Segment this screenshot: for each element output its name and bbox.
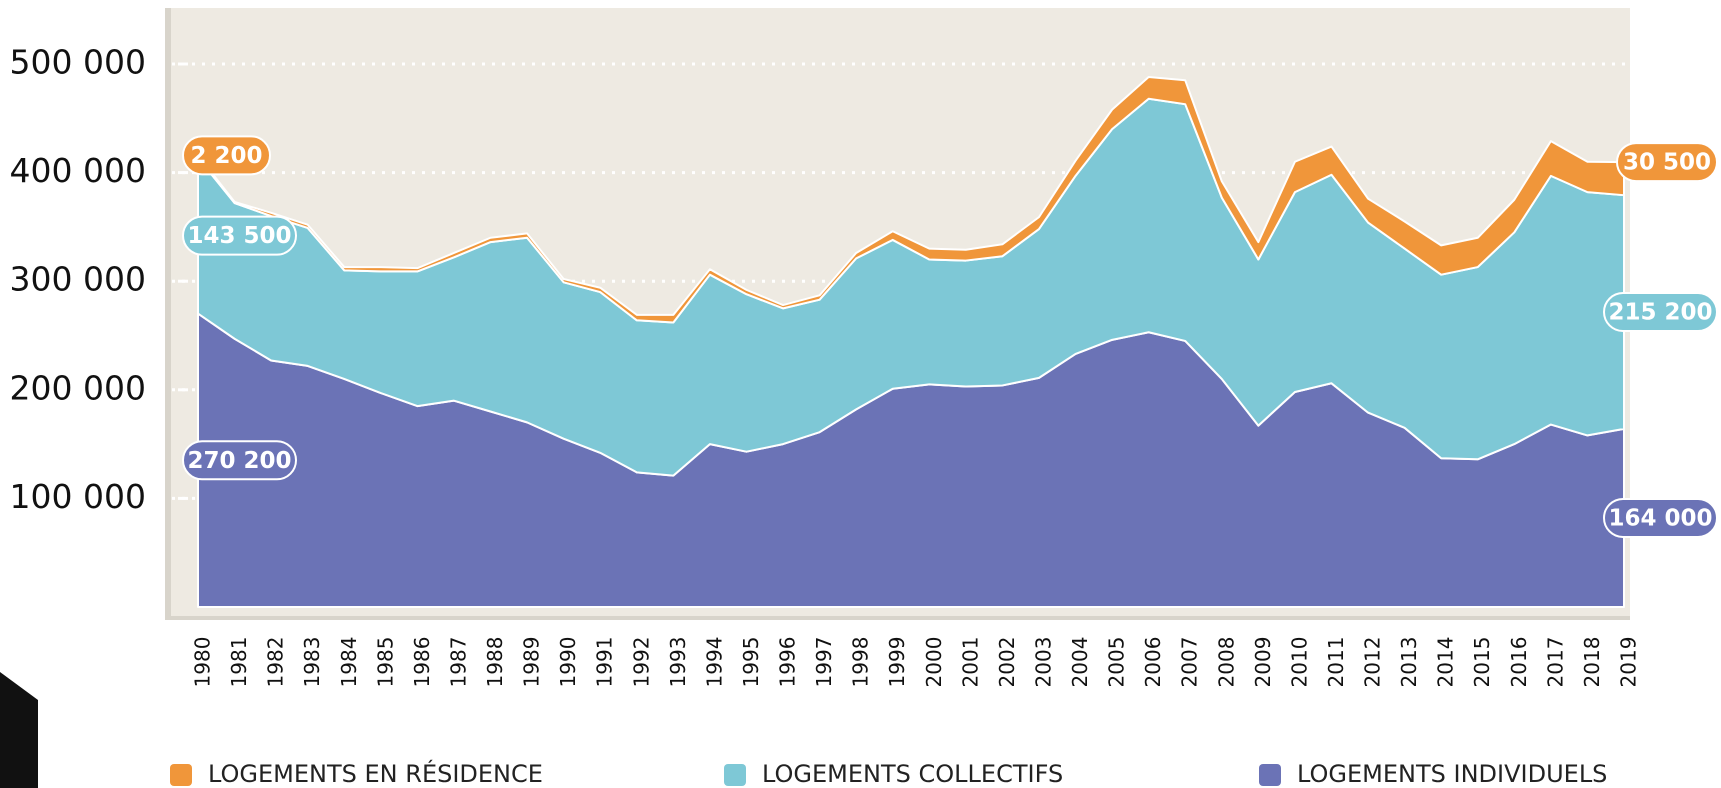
- value-label: 143 500: [187, 223, 291, 249]
- x-tick-label: 2014: [1434, 637, 1458, 688]
- x-tick-label: 2005: [1105, 637, 1129, 688]
- value-label-box: [182, 440, 297, 481]
- legend-swatch: [170, 764, 192, 786]
- legend-label: LOGEMENTS COLLECTIFS: [762, 760, 1063, 788]
- y-tick-label: 100 000: [10, 477, 146, 516]
- legend-label: LOGEMENTS INDIVIDUELS: [1297, 760, 1607, 788]
- x-tick-label: 1987: [446, 637, 470, 688]
- x-tick-label: 1985: [373, 637, 397, 688]
- x-tick-label: 2004: [1068, 637, 1092, 688]
- x-tick-label: 2008: [1214, 637, 1238, 688]
- value-label-box: [182, 135, 271, 176]
- y-axis: [165, 8, 171, 620]
- x-tick-label: 2003: [1031, 637, 1055, 688]
- value-label: 270 200: [187, 448, 291, 474]
- value-label: 2 200: [190, 143, 262, 169]
- x-tick-label: 2018: [1580, 637, 1604, 688]
- value-label: 30 500: [1623, 150, 1711, 176]
- x-tick-label: 1993: [666, 637, 690, 688]
- x-tick-label: 2007: [1178, 637, 1202, 688]
- x-tick-label: 1986: [410, 637, 434, 688]
- x-tick-label: 2001: [958, 637, 982, 688]
- x-tick-label: 1984: [337, 637, 361, 688]
- legend-swatch: [1259, 764, 1281, 786]
- x-tick-label: 1997: [812, 637, 836, 688]
- value-label-box: [1616, 142, 1718, 183]
- x-tick-label: 2016: [1507, 637, 1531, 688]
- x-axis: [165, 616, 1630, 620]
- x-tick-label: 2011: [1324, 637, 1348, 688]
- x-tick-label: 1992: [629, 637, 653, 688]
- x-tick-label: 1998: [849, 637, 873, 688]
- x-tick-label: 1989: [520, 637, 544, 688]
- x-tick-label: 2009: [1251, 637, 1275, 688]
- x-tick-label: 1994: [702, 637, 726, 688]
- x-tick-label: 1980: [191, 637, 215, 688]
- y-tick-label: 400 000: [10, 151, 146, 190]
- x-tick-label: 1999: [885, 637, 909, 688]
- value-label-box: [1603, 292, 1718, 333]
- x-tick-label: 2015: [1470, 637, 1494, 688]
- x-tick-label: 1988: [483, 637, 507, 688]
- value-label-box: [1603, 497, 1718, 538]
- x-tick-label: 1996: [776, 637, 800, 688]
- x-tick-label: 1982: [264, 637, 288, 688]
- x-tick-label: 2017: [1543, 637, 1567, 688]
- x-tick-label: 2013: [1397, 637, 1421, 688]
- x-tick-label: 2002: [995, 637, 1019, 688]
- x-tick-label: 1995: [739, 637, 763, 688]
- legend-swatch: [724, 764, 746, 786]
- legend-label: LOGEMENTS EN RÉSIDENCE: [208, 759, 543, 788]
- x-tick-label: 1983: [300, 637, 324, 688]
- value-label: 164 000: [1608, 505, 1712, 531]
- y-tick-label: 300 000: [10, 260, 146, 299]
- x-tick-label: 1990: [556, 637, 580, 688]
- logo: [0, 672, 38, 788]
- value-label: 215 200: [1608, 300, 1712, 326]
- value-label-box: [182, 215, 297, 256]
- x-tick-label: 2010: [1287, 637, 1311, 688]
- x-tick-label: 1981: [227, 637, 251, 688]
- x-tick-label: 1991: [593, 637, 617, 688]
- y-tick-label: 500 000: [10, 43, 146, 82]
- x-tick-label: 2012: [1361, 637, 1385, 688]
- x-tick-label: 2006: [1141, 637, 1165, 688]
- area: [197, 76, 1625, 324]
- y-tick-label: 200 000: [10, 368, 146, 407]
- x-tick-label: 2000: [922, 637, 946, 688]
- x-tick-label: 2019: [1617, 637, 1641, 688]
